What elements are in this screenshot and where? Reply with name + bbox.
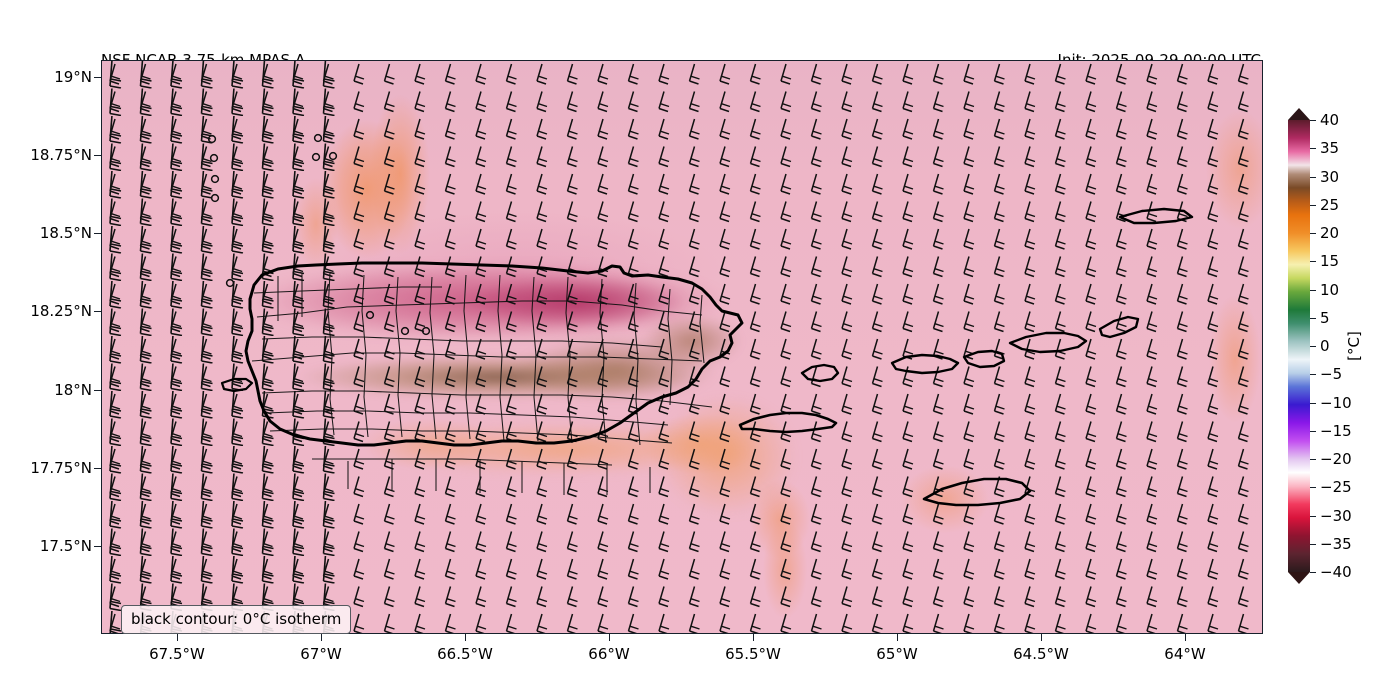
colorbar-label-m15: −15 bbox=[1320, 421, 1352, 440]
colorbar-tick-mark bbox=[1310, 543, 1316, 545]
colorbar-tick-mark bbox=[1310, 289, 1316, 291]
tortola-coastline bbox=[1008, 331, 1088, 354]
st-john-coastline bbox=[962, 349, 1006, 369]
x-tick-mark bbox=[1041, 634, 1042, 641]
y-tick-label-19N: 19°N bbox=[54, 68, 92, 86]
colorbar-label-m20: −20 bbox=[1320, 450, 1352, 468]
x-tick-label-67W: 67°W bbox=[300, 645, 342, 663]
x-tick-mark bbox=[897, 634, 898, 641]
wind-barb-layer bbox=[102, 61, 1262, 633]
colorbar-tick-mark bbox=[1310, 459, 1316, 460]
colorbar-tick-mark bbox=[1310, 346, 1316, 347]
colorbar-label-25: 25 bbox=[1320, 195, 1340, 214]
colorbar-tick-mark bbox=[1310, 430, 1316, 432]
x-tick-label-645W: 64.5°W bbox=[1013, 645, 1069, 663]
culebra-coastline bbox=[800, 363, 840, 383]
x-tick-label-675W: 67.5°W bbox=[149, 645, 205, 663]
y-tick-label-1825N: 18.25°N bbox=[30, 302, 92, 320]
y-tick-mark bbox=[94, 546, 101, 547]
geography-layer bbox=[220, 207, 1194, 507]
puerto-rico-coastline bbox=[244, 261, 744, 447]
x-tick-label-65W: 65°W bbox=[876, 645, 918, 663]
virgin-gorda-coastline bbox=[1098, 315, 1140, 339]
x-tick-label-64W: 64°W bbox=[1164, 645, 1206, 663]
y-tick-label-18N: 18°N bbox=[54, 381, 92, 399]
contour-legend-text: black contour: 0°C isotherm bbox=[131, 610, 342, 628]
map-axes[interactable] bbox=[101, 60, 1263, 634]
colorbar-label-10: 10 bbox=[1320, 280, 1340, 299]
x-tick-mark bbox=[753, 634, 754, 641]
x-tick-label-66W: 66°W bbox=[588, 645, 630, 663]
colorbar-label-m10: −10 bbox=[1320, 393, 1352, 412]
x-tick-mark bbox=[321, 634, 322, 641]
y-tick-label-185N: 18.5°N bbox=[39, 224, 92, 242]
colorbar-label-35: 35 bbox=[1320, 139, 1340, 158]
y-tick-mark bbox=[94, 77, 101, 78]
colorbar-label-m35: −35 bbox=[1320, 534, 1352, 553]
colorbar-extend-min-arrow bbox=[1288, 572, 1310, 584]
vieques-coastline bbox=[738, 411, 838, 434]
anegada-coastline bbox=[1118, 207, 1194, 225]
y-tick-mark bbox=[94, 155, 101, 156]
colorbar-label-20: 20 bbox=[1320, 224, 1340, 242]
colorbar-tick-mark bbox=[1310, 374, 1316, 376]
y-tick-label-1775N: 17.75°N bbox=[30, 459, 92, 477]
colorbar-tick-mark bbox=[1310, 148, 1316, 150]
colorbar-extend-max-arrow bbox=[1288, 108, 1310, 120]
colorbar-label-15: 15 bbox=[1320, 252, 1340, 271]
y-tick-label-1875N: 18.75°N bbox=[30, 146, 92, 164]
colorbar-label-m40: −40 bbox=[1320, 563, 1352, 581]
colorbar-tick-mark bbox=[1310, 515, 1316, 517]
colorbar-tick-mark bbox=[1310, 261, 1316, 263]
colorbar-label-m25: −25 bbox=[1320, 478, 1352, 497]
colorbar-tick-mark bbox=[1310, 176, 1316, 178]
colorbar-tick-mark bbox=[1310, 204, 1316, 206]
y-tick-label-175N: 17.5°N bbox=[39, 537, 92, 555]
colorbar[interactable]: 40 35 30 25 20 15 10 5 0 −5 −10 −15 −20 … bbox=[1288, 108, 1352, 584]
colorbar-label-40: 40 bbox=[1320, 111, 1340, 129]
mona-island-coastline bbox=[220, 377, 254, 393]
x-tick-mark bbox=[465, 634, 466, 641]
x-tick-label-665W: 66.5°W bbox=[437, 645, 493, 663]
colorbar-tick-mark bbox=[1310, 317, 1316, 319]
colorbar-label-m5: −5 bbox=[1320, 365, 1343, 384]
contour-legend: black contour: 0°C isotherm bbox=[121, 605, 352, 634]
st-croix-coastline bbox=[922, 477, 1032, 507]
y-tick-mark bbox=[94, 233, 101, 234]
x-tick-label-655W: 65.5°W bbox=[725, 645, 781, 663]
colorbar-label-5: 5 bbox=[1320, 308, 1330, 327]
colorbar-tick-mark bbox=[1310, 233, 1316, 234]
x-tick-mark bbox=[1185, 634, 1186, 641]
colorbar-tick-mark bbox=[1310, 120, 1316, 121]
st-thomas-coastline bbox=[890, 353, 960, 375]
calm-wind-markers bbox=[207, 133, 431, 336]
colorbar-label-m30: −30 bbox=[1320, 506, 1352, 525]
colorbar-tick-mark bbox=[1310, 572, 1316, 573]
county-boundaries bbox=[251, 272, 713, 495]
colorbar-unit-label: [°C] bbox=[1345, 331, 1363, 361]
x-tick-mark bbox=[609, 634, 610, 641]
y-tick-mark bbox=[94, 468, 101, 469]
y-tick-mark bbox=[94, 311, 101, 312]
y-tick-mark bbox=[94, 390, 101, 391]
x-tick-mark bbox=[177, 634, 178, 641]
colorbar-label-0: 0 bbox=[1320, 337, 1330, 355]
map-canvas bbox=[102, 61, 1262, 633]
colorbar-gradient bbox=[1288, 120, 1310, 572]
colorbar-tick-mark bbox=[1310, 402, 1316, 404]
colorbar-tick-mark bbox=[1310, 487, 1316, 489]
colorbar-label-30: 30 bbox=[1320, 167, 1340, 186]
